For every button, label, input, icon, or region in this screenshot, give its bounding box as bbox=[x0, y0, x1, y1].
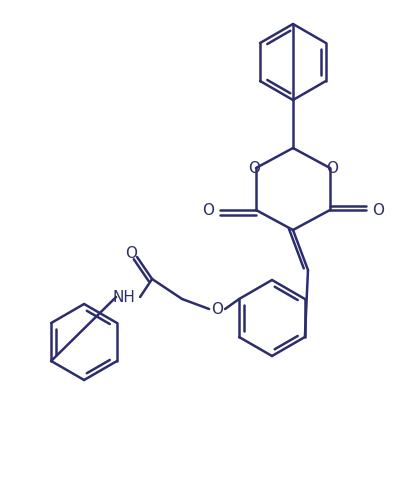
Text: O: O bbox=[248, 161, 260, 175]
Text: O: O bbox=[125, 246, 137, 261]
Text: O: O bbox=[326, 161, 338, 175]
Text: NH: NH bbox=[113, 290, 136, 304]
Text: O: O bbox=[372, 203, 384, 217]
Text: O: O bbox=[202, 203, 214, 217]
Text: O: O bbox=[211, 302, 223, 316]
